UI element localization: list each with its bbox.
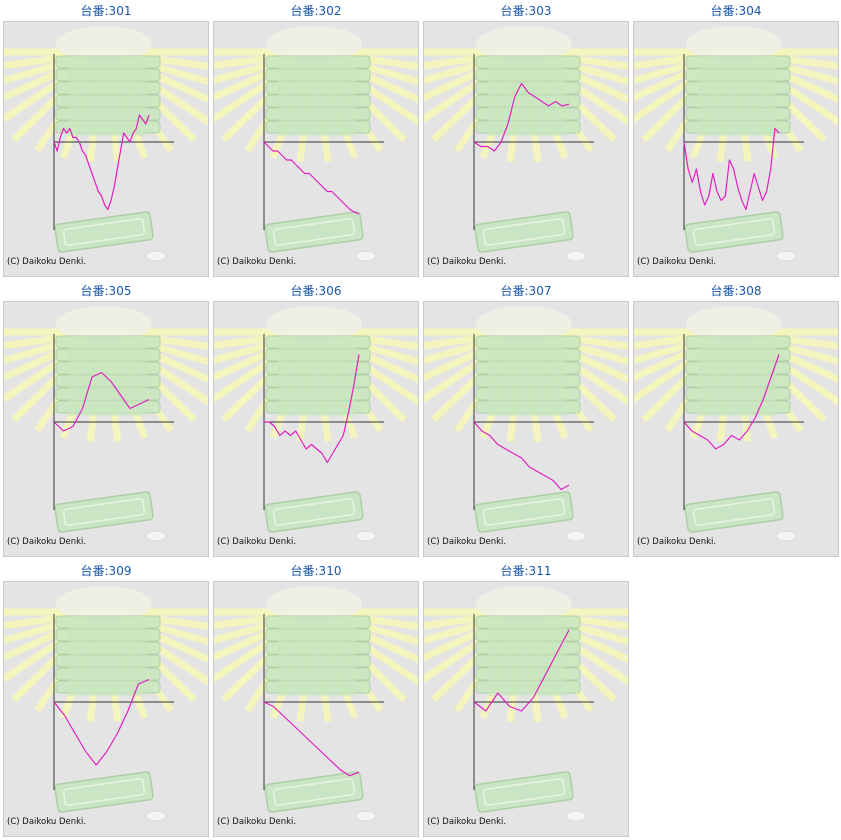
machine-cell: 台番:304 (C) Daikoku Denki. bbox=[633, 1, 839, 277]
pachinko-machine-illustration bbox=[424, 306, 628, 542]
machine-cell: 台番:310 (C) Daikoku Denki. bbox=[213, 561, 419, 837]
pachinko-machine-illustration bbox=[214, 306, 418, 542]
series-line bbox=[473, 421, 570, 491]
series-line bbox=[683, 354, 780, 450]
machine-number-link[interactable]: 台番:306 bbox=[290, 284, 342, 298]
machine-number-link[interactable]: 台番:303 bbox=[500, 4, 552, 18]
copyright-text: (C) Daikoku Denki. bbox=[637, 257, 717, 267]
machine-number-link[interactable]: 台番:305 bbox=[80, 284, 132, 298]
graph-svg bbox=[634, 306, 838, 542]
pachinko-machine-illustration bbox=[634, 26, 838, 262]
machine-cell: 台番:301 (C) Daikoku Denki. bbox=[3, 1, 209, 277]
machine-number-link[interactable]: 台番:302 bbox=[290, 4, 342, 18]
series-line bbox=[683, 127, 780, 211]
series-line bbox=[263, 701, 360, 777]
graph-svg bbox=[214, 306, 418, 542]
machine-cell: 台番:305 (C) Daikoku Denki. bbox=[3, 281, 209, 557]
pachinko-machine-illustration bbox=[4, 26, 208, 262]
graph-svg bbox=[424, 586, 628, 822]
machine-cell: 台番:308 (C) Daikoku Denki. bbox=[633, 281, 839, 557]
graph-svg bbox=[4, 306, 208, 542]
series-line bbox=[263, 141, 360, 215]
graph-svg bbox=[634, 26, 838, 262]
copyright-text: (C) Daikoku Denki. bbox=[7, 257, 87, 267]
machine-cell: 台番:306 (C) Daikoku Denki. bbox=[213, 281, 419, 557]
machine-graph[interactable]: (C) Daikoku Denki. bbox=[423, 21, 629, 277]
machine-cell: 台番:302 (C) Daikoku Denki. bbox=[213, 1, 419, 277]
machine-cell: 台番:307 (C) Daikoku Denki. bbox=[423, 281, 629, 557]
copyright-text: (C) Daikoku Denki. bbox=[427, 257, 507, 267]
machine-number-link[interactable]: 台番:308 bbox=[710, 284, 762, 298]
machine-graph[interactable]: (C) Daikoku Denki. bbox=[213, 581, 419, 837]
series-line bbox=[53, 678, 150, 766]
copyright-text: (C) Daikoku Denki. bbox=[427, 817, 507, 827]
machine-graph[interactable]: (C) Daikoku Denki. bbox=[633, 301, 839, 557]
machine-cell: 台番:309 (C) Daikoku Denki. bbox=[3, 561, 209, 837]
machine-number-link[interactable]: 台番:304 bbox=[710, 4, 762, 18]
pachinko-machine-illustration bbox=[4, 586, 208, 822]
graph-svg bbox=[4, 586, 208, 822]
series-line bbox=[53, 371, 150, 432]
machine-graph[interactable]: (C) Daikoku Denki. bbox=[633, 21, 839, 277]
machine-number-link[interactable]: 台番:307 bbox=[500, 284, 552, 298]
machine-cell: 台番:311 (C) Daikoku Denki. bbox=[423, 561, 629, 837]
machine-graph[interactable]: (C) Daikoku Denki. bbox=[3, 301, 209, 557]
pachinko-machine-illustration bbox=[424, 586, 628, 822]
copyright-text: (C) Daikoku Denki. bbox=[427, 537, 507, 547]
pachinko-machine-illustration bbox=[634, 306, 838, 542]
pachinko-machine-illustration bbox=[214, 586, 418, 822]
copyright-text: (C) Daikoku Denki. bbox=[217, 257, 297, 267]
graph-svg bbox=[424, 26, 628, 262]
pachinko-machine-illustration bbox=[4, 306, 208, 542]
series-line bbox=[53, 114, 150, 211]
graph-svg bbox=[424, 306, 628, 542]
copyright-text: (C) Daikoku Denki. bbox=[637, 537, 717, 547]
machine-graph[interactable]: (C) Daikoku Denki. bbox=[3, 581, 209, 837]
machine-graph[interactable]: (C) Daikoku Denki. bbox=[423, 301, 629, 557]
machine-number-link[interactable]: 台番:310 bbox=[290, 564, 342, 578]
machine-number-link[interactable]: 台番:309 bbox=[80, 564, 132, 578]
copyright-text: (C) Daikoku Denki. bbox=[217, 537, 297, 547]
machine-number-link[interactable]: 台番:311 bbox=[500, 564, 552, 578]
series-line bbox=[473, 629, 570, 712]
copyright-text: (C) Daikoku Denki. bbox=[7, 817, 87, 827]
machine-graph[interactable]: (C) Daikoku Denki. bbox=[213, 21, 419, 277]
machine-cell: 台番:303 (C) Daikoku Denki. bbox=[423, 1, 629, 277]
graph-svg bbox=[4, 26, 208, 262]
machine-graph[interactable]: (C) Daikoku Denki. bbox=[3, 21, 209, 277]
graph-svg bbox=[214, 586, 418, 822]
pachinko-machine-illustration bbox=[214, 26, 418, 262]
machine-number-link[interactable]: 台番:301 bbox=[80, 4, 132, 18]
series-line bbox=[264, 354, 360, 464]
copyright-text: (C) Daikoku Denki. bbox=[217, 817, 297, 827]
copyright-text: (C) Daikoku Denki. bbox=[7, 537, 87, 547]
machine-graph[interactable]: (C) Daikoku Denki. bbox=[213, 301, 419, 557]
machine-graph[interactable]: (C) Daikoku Denki. bbox=[423, 581, 629, 837]
series-line bbox=[473, 82, 570, 152]
graph-svg bbox=[214, 26, 418, 262]
pachinko-machine-illustration bbox=[424, 26, 628, 262]
